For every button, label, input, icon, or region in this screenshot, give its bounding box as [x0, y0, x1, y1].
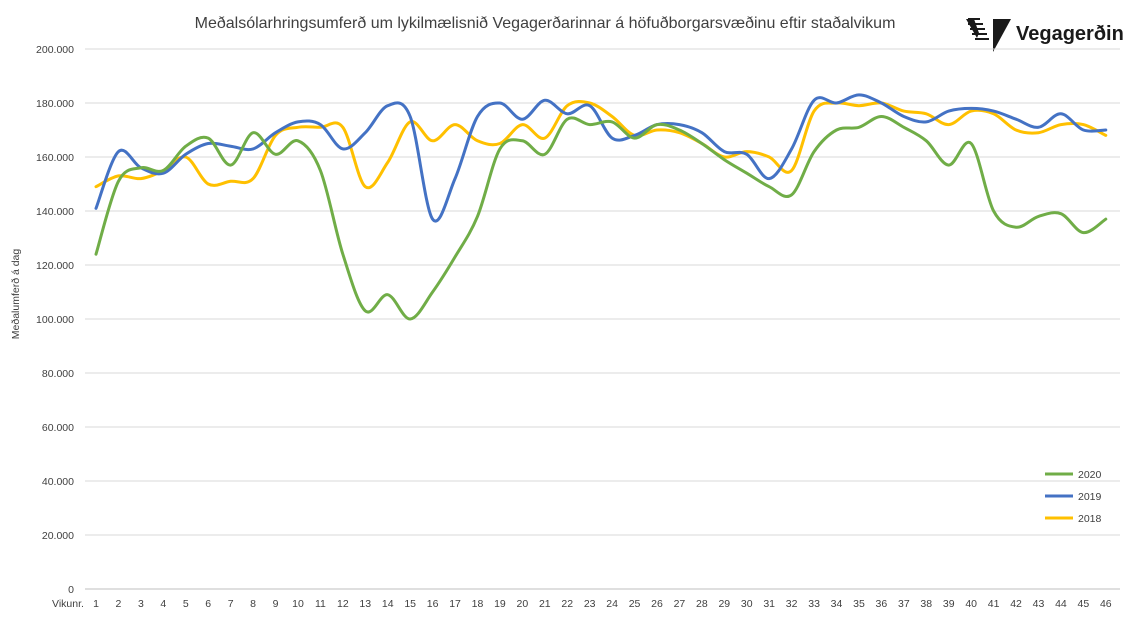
x-tick-label: 32	[786, 598, 798, 610]
x-tick-label: 39	[943, 598, 955, 610]
x-tick-label: 44	[1055, 598, 1067, 610]
x-tick-label: 22	[561, 598, 573, 610]
y-tick-label: 100.000	[36, 314, 74, 326]
x-tick-label: 45	[1078, 598, 1090, 610]
x-tick-label: 41	[988, 598, 1000, 610]
x-tick-label: 40	[965, 598, 977, 610]
legend-label-2020: 2020	[1078, 469, 1102, 481]
x-tick-label: 5	[183, 598, 189, 610]
series-line-2019	[94, 93, 1108, 223]
x-tick-label: 16	[427, 598, 439, 610]
y-tick-label: 20.000	[42, 530, 74, 542]
x-tick-label: 13	[359, 598, 371, 610]
x-tick-labels: 1 2 3 4 5 6 7 8 9 10 11 12 13 14 15 16 17 18 19 20 21 22 23 24 2…	[93, 598, 1112, 610]
x-axis-label: Vikunr.	[52, 598, 84, 610]
x-tick-label: 46	[1100, 598, 1112, 610]
x-tick-label: 43	[1033, 598, 1045, 610]
brand-name: Vegagerðin	[1016, 23, 1124, 45]
y-tick-label: 0	[68, 584, 74, 596]
legend: 2020 2019 2018	[1045, 469, 1102, 525]
x-tick-label: 14	[382, 598, 394, 610]
x-tick-label: 25	[629, 598, 641, 610]
legend-label-2018: 2018	[1078, 513, 1102, 525]
x-tick-label: 24	[606, 598, 618, 610]
y-tick-label: 40.000	[42, 476, 74, 488]
x-tick-label: 33	[808, 598, 820, 610]
x-tick-label: 4	[160, 598, 166, 610]
x-tick-label: 21	[539, 598, 551, 610]
x-tick-label: 19	[494, 598, 506, 610]
vegagerdin-stripes-icon	[966, 18, 1011, 52]
x-tick-label: 1	[93, 598, 99, 610]
y-tick-label: 60.000	[42, 422, 74, 434]
x-tick-label: 2	[116, 598, 122, 610]
x-tick-label: 23	[584, 598, 596, 610]
y-tick-label: 140.000	[36, 206, 74, 218]
x-tick-label: 17	[449, 598, 461, 610]
gridlines	[85, 48, 1120, 590]
x-tick-label: 3	[138, 598, 144, 610]
x-tick-label: 29	[718, 598, 730, 610]
x-tick-label: 26	[651, 598, 663, 610]
x-tick-label: 37	[898, 598, 910, 610]
x-tick-label: 27	[674, 598, 686, 610]
x-tick-label: 35	[853, 598, 865, 610]
y-tick-labels: 0 20.000 40.000 60.000 80.000 100.000 120.000 1…	[36, 44, 74, 596]
y-tick-label: 180.000	[36, 98, 74, 110]
x-tick-label: 31	[763, 598, 775, 610]
x-tick-label: 8	[250, 598, 256, 610]
x-tick-label: 10	[292, 598, 304, 610]
y-tick-label: 120.000	[36, 260, 74, 272]
x-tick-label: 7	[228, 598, 234, 610]
chart-title: Meðalsólarhringsumferð um lykilmælisnið …	[195, 15, 896, 32]
series-line-2018	[94, 99, 1108, 190]
x-tick-label: 28	[696, 598, 708, 610]
x-tick-label: 15	[404, 598, 416, 610]
x-tick-label: 36	[876, 598, 888, 610]
x-tick-label: 38	[920, 598, 932, 610]
x-tick-label: 12	[337, 598, 349, 610]
y-tick-label: 200.000	[36, 44, 74, 56]
x-tick-label: 6	[205, 598, 211, 610]
x-tick-label: 11	[315, 598, 326, 610]
x-tick-label: 30	[741, 598, 753, 610]
x-tick-label: 34	[831, 598, 843, 610]
series-lines	[94, 93, 1108, 321]
y-axis-label: Meðalumferð á dag	[10, 249, 22, 340]
series-line-2020	[94, 115, 1108, 321]
x-tick-label: 18	[472, 598, 484, 610]
y-tick-label: 80.000	[42, 368, 74, 380]
x-tick-label: 20	[517, 598, 529, 610]
legend-label-2019: 2019	[1078, 491, 1102, 503]
y-tick-label: 160.000	[36, 152, 74, 164]
x-tick-label: 42	[1010, 598, 1022, 610]
x-tick-label: 9	[273, 598, 279, 610]
